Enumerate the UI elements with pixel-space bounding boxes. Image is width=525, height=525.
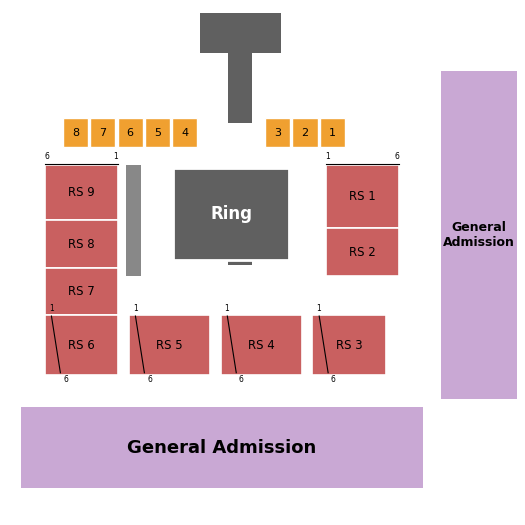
Bar [326,228,399,276]
Bar [326,165,399,228]
Bar [228,202,252,265]
Text: 1: 1 [317,304,321,313]
Bar [45,315,118,375]
Text: General
Admission: General Admission [443,221,515,249]
Text: 6: 6 [331,375,335,384]
Text: RS 9: RS 9 [68,186,94,200]
Bar [90,118,116,147]
Text: 1: 1 [133,304,138,313]
Text: RS 5: RS 5 [156,339,183,352]
Text: Ring: Ring [210,205,252,223]
Text: 2: 2 [301,128,309,138]
Text: RS 2: RS 2 [349,246,375,258]
Text: RS 3: RS 3 [336,339,362,352]
Bar [265,118,290,147]
Text: 4: 4 [181,128,188,138]
Bar [126,165,141,276]
Bar [45,220,118,268]
Bar [21,407,423,488]
Text: 6: 6 [45,152,49,161]
Text: 1: 1 [326,152,330,161]
Text: 6: 6 [239,375,244,384]
Bar [145,118,170,147]
Bar [63,118,88,147]
Bar [441,71,517,399]
Text: 1: 1 [49,304,54,313]
Text: 5: 5 [154,128,161,138]
Text: 6: 6 [63,375,68,384]
Text: 6: 6 [147,375,152,384]
Text: 3: 3 [274,128,281,138]
Bar [312,315,386,375]
Text: 6: 6 [127,128,134,138]
Bar [172,118,197,147]
Text: RS 4: RS 4 [248,339,275,352]
Text: 1: 1 [225,304,229,313]
Text: 7: 7 [99,128,107,138]
Bar [292,118,318,147]
Bar [200,13,281,53]
Bar [320,118,345,147]
Text: RS 6: RS 6 [68,339,94,352]
Text: RS 7: RS 7 [68,285,94,298]
Bar [173,168,289,260]
Bar [45,165,118,220]
Text: 1: 1 [113,152,118,161]
Text: General Admission: General Admission [127,438,317,457]
Bar [220,315,302,375]
Bar [228,52,252,123]
Text: 1: 1 [329,128,336,138]
Text: RS 1: RS 1 [349,191,375,203]
Text: 6: 6 [394,152,399,161]
Text: 8: 8 [72,128,79,138]
Text: RS 8: RS 8 [68,238,94,250]
Bar [118,118,143,147]
Bar [45,268,118,315]
Bar [129,315,210,375]
